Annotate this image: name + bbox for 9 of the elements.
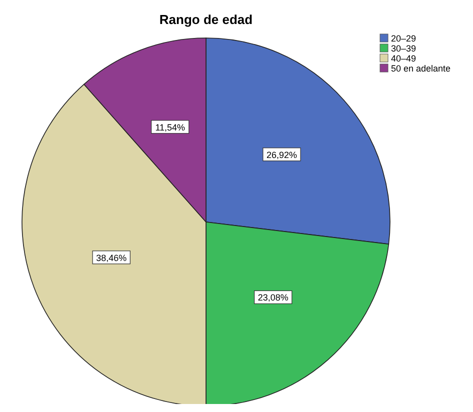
legend-label: 20–29 [391, 34, 416, 44]
data-label: 38,46% [96, 252, 127, 263]
legend-label: 30–39 [391, 44, 416, 54]
legend-label: 40–49 [391, 54, 416, 64]
data-label: 11,54% [155, 122, 186, 132]
data-label: 26,92% [266, 150, 298, 160]
legend-label: 50 en adelante [391, 64, 451, 74]
data-label: 23,08% [258, 292, 288, 303]
chart-title: Rango de edad [159, 12, 253, 27]
